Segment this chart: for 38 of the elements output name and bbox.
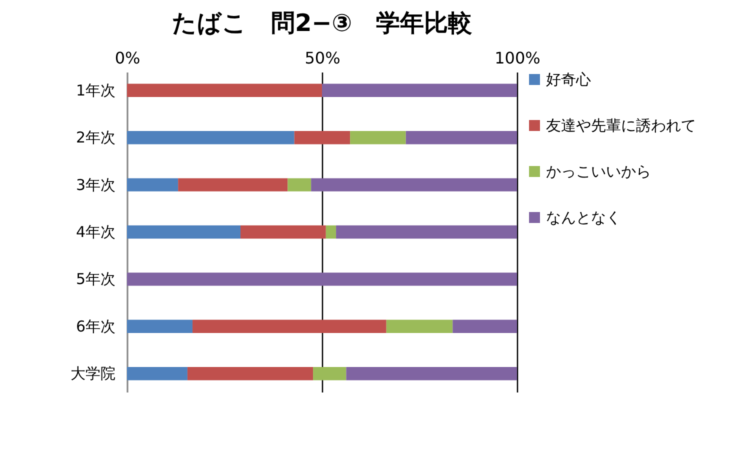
chart-title: たばこ 問2−③ 学年比較 [172, 9, 474, 37]
bar [127, 225, 240, 239]
bar [311, 178, 517, 192]
bar [313, 366, 346, 380]
bar [187, 366, 314, 380]
bar [178, 178, 288, 192]
bar [294, 130, 350, 144]
x-tick-label: 0% [114, 48, 140, 68]
bar [350, 130, 406, 144]
bar [127, 320, 193, 334]
bar [127, 84, 322, 98]
bar [452, 320, 517, 334]
bar [386, 320, 453, 334]
y-tick-label: 3年次 [76, 176, 116, 194]
bar [288, 178, 312, 192]
y-tick-label: 1年次 [76, 81, 116, 100]
bar [192, 320, 386, 334]
bar [240, 225, 326, 239]
legend-label: 友達や先輩に誘われて [546, 116, 696, 134]
bar [406, 130, 517, 144]
bar [127, 366, 188, 380]
legend-label: かっこいいから [546, 162, 651, 180]
x-tick-label: 50% [304, 48, 340, 68]
bar [336, 225, 517, 239]
legend-label: なんとなく [546, 208, 621, 226]
legend-label: 好奇心 [546, 70, 591, 88]
y-tick-label: 大学院 [70, 364, 116, 383]
x-tick-label: 100% [494, 48, 540, 68]
bar [127, 178, 178, 192]
y-tick-label: 4年次 [76, 223, 116, 241]
bar [127, 272, 517, 286]
y-tick-label: 5年次 [76, 270, 116, 288]
bar [322, 84, 517, 98]
y-tick-label: 2年次 [76, 128, 116, 147]
bar [127, 130, 294, 144]
bar [346, 366, 517, 380]
bar [326, 225, 336, 239]
y-tick-label: 6年次 [76, 317, 116, 336]
